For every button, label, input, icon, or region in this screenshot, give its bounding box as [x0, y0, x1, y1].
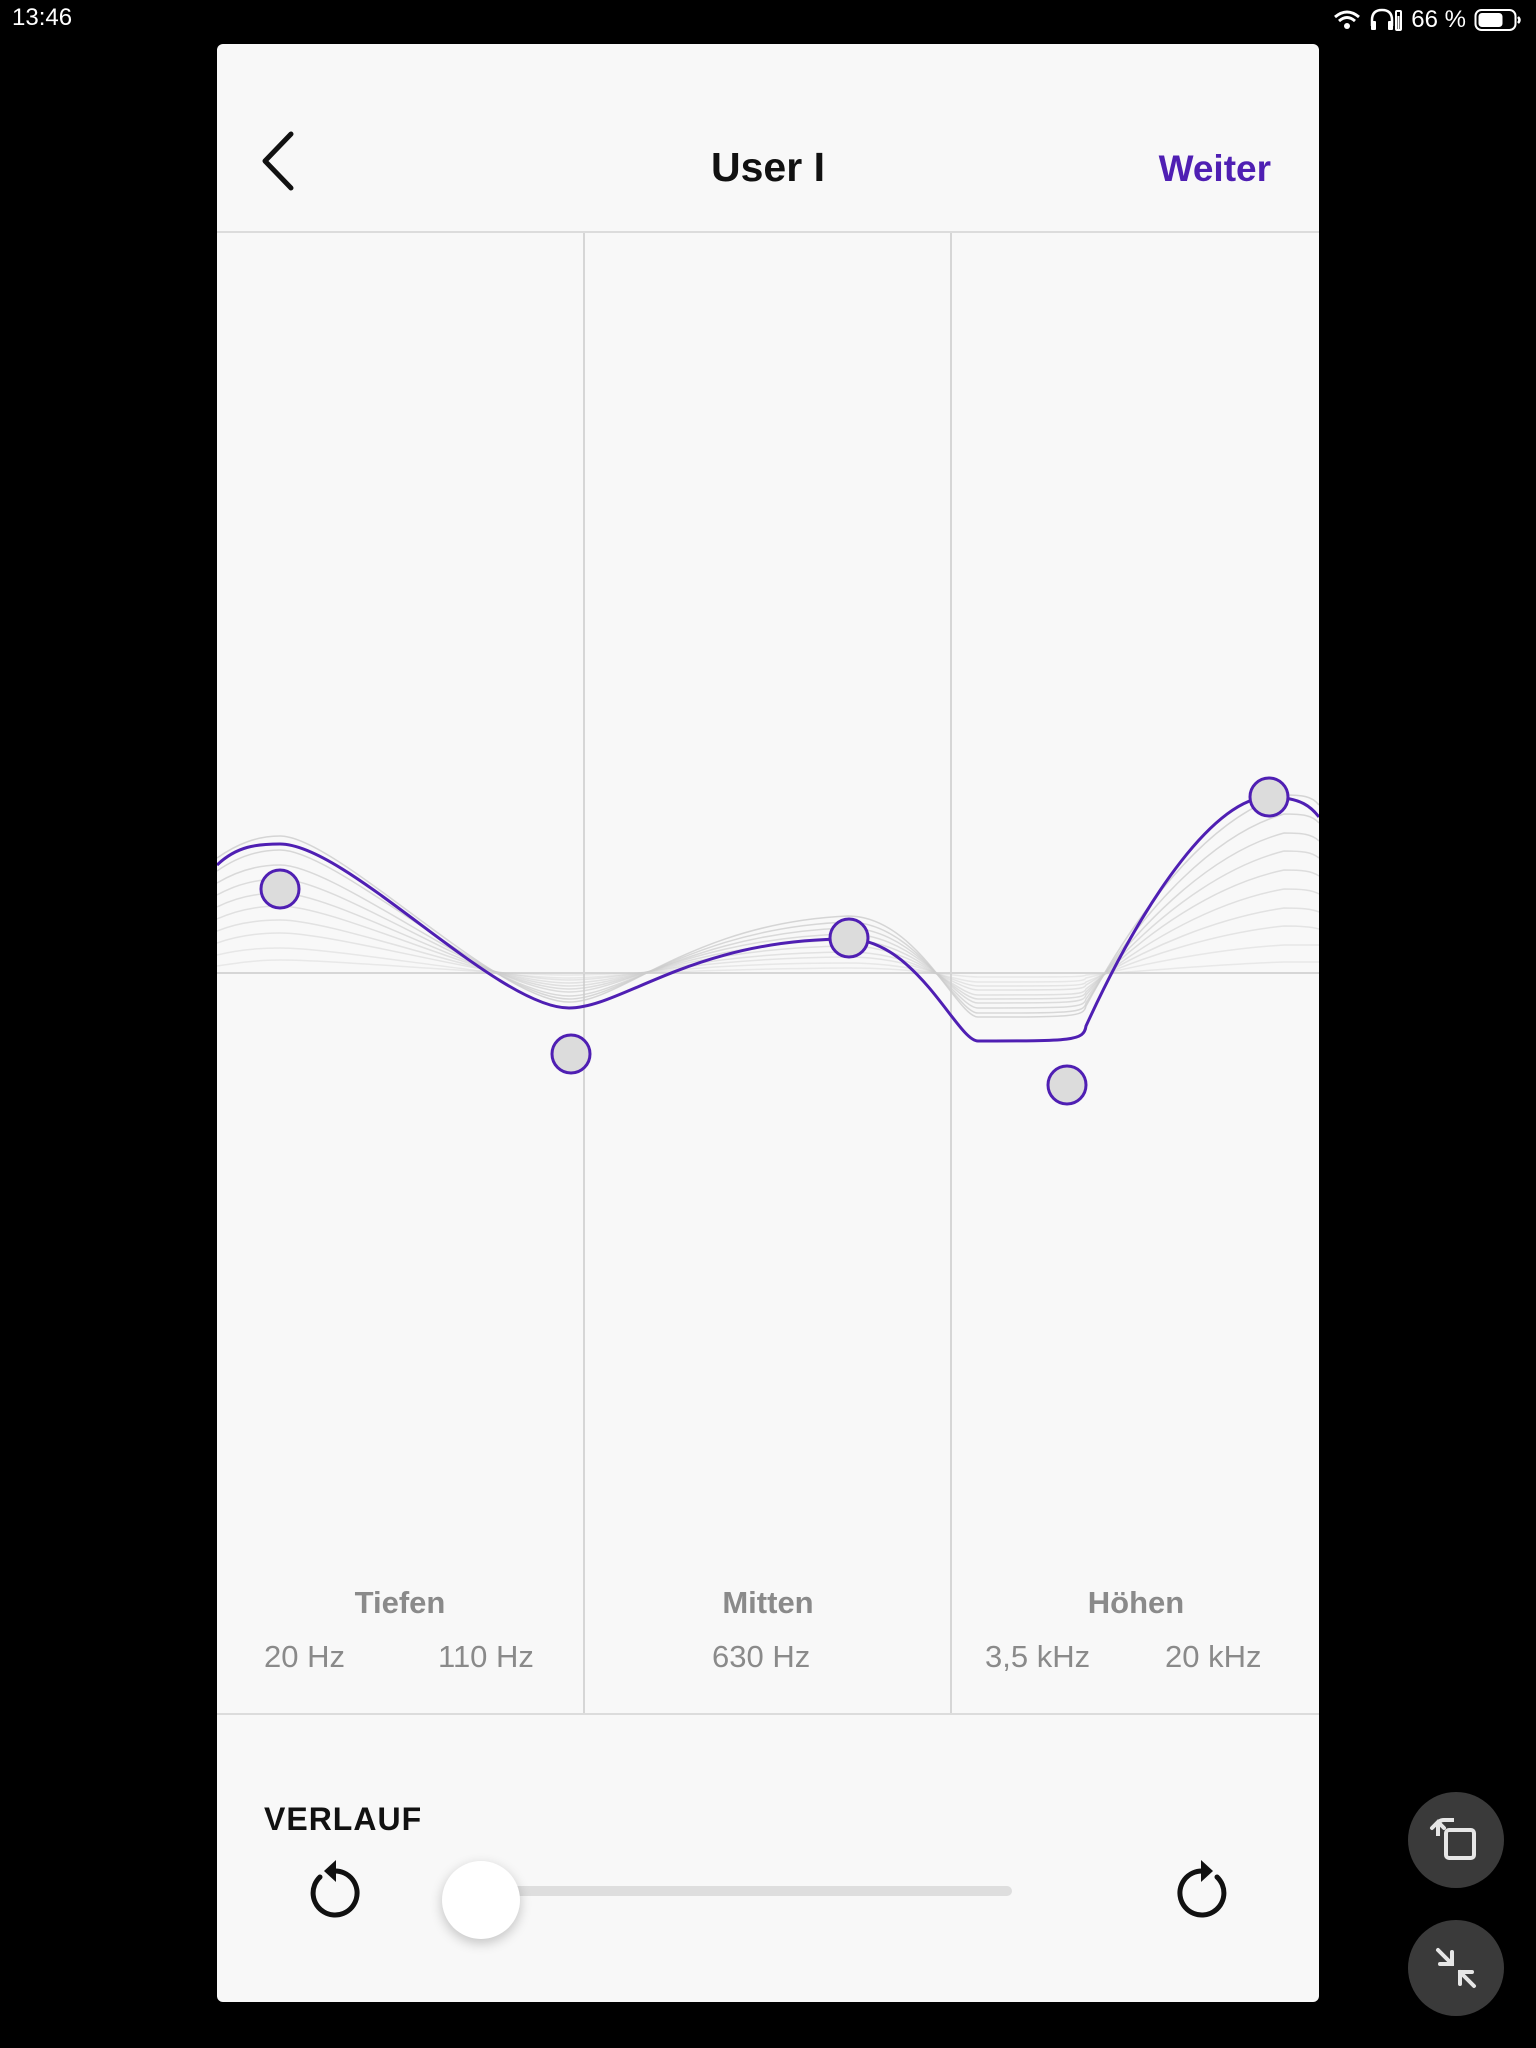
freq-label: 20 kHz: [1165, 1639, 1262, 1674]
history-title: VERLAUF: [264, 1801, 423, 1837]
freq-label: 630 Hz: [712, 1639, 811, 1674]
chevron-left-icon: [262, 131, 294, 191]
freq-label: 110 Hz: [438, 1639, 534, 1674]
status-time: 13:46: [12, 4, 73, 31]
minimize-button[interactable]: [1408, 1920, 1504, 2016]
band-label-treble: Höhen: [1087, 1585, 1185, 1620]
history-slider-track[interactable]: [482, 1886, 1012, 1896]
battery-percent: 66 %: [1411, 6, 1466, 33]
wifi-icon: [1334, 10, 1361, 29]
band-label-bass: Tiefen: [354, 1585, 446, 1620]
headphones-icon: [1371, 8, 1403, 31]
undo-icon: [310, 1860, 360, 1918]
undo-button[interactable]: [300, 1855, 370, 1925]
rotate-screen-icon: [1430, 1818, 1476, 1860]
page-title: User I: [711, 144, 825, 190]
history-section: VERLAUF: [217, 1713, 1319, 2002]
band-label-mid: Mitten: [722, 1585, 814, 1620]
minimize-icon: [1436, 1948, 1476, 1988]
header: User I Weiter: [217, 44, 1319, 233]
redo-button[interactable]: [1167, 1855, 1237, 1925]
history-slider-thumb[interactable]: [442, 1861, 520, 1939]
history-curves: [217, 794, 1319, 1018]
redo-icon: [1177, 1860, 1227, 1918]
eq-handle[interactable]: [1046, 1064, 1088, 1106]
eq-handle[interactable]: [550, 1033, 592, 1075]
eq-chart[interactable]: Tiefen Mitten Höhen 20 Hz 110 Hz 630 Hz …: [217, 233, 1319, 1713]
eq-handle[interactable]: [259, 868, 301, 910]
battery-icon: [1474, 9, 1521, 31]
freq-label: 3,5 kHz: [985, 1639, 1091, 1674]
eq-handle[interactable]: [1248, 776, 1290, 818]
back-button[interactable]: [255, 128, 305, 194]
rotate-screen-button[interactable]: [1408, 1792, 1504, 1888]
freq-label: 20 Hz: [264, 1639, 345, 1674]
status-icons: 66 %: [1333, 5, 1522, 35]
equalizer-panel: User I Weiter: [217, 44, 1319, 2002]
eq-handle[interactable]: [828, 917, 870, 959]
eq-curve: [217, 795, 1319, 1043]
next-button[interactable]: Weiter: [1158, 148, 1271, 189]
status-bar: 13:46 66 %: [0, 0, 1536, 40]
